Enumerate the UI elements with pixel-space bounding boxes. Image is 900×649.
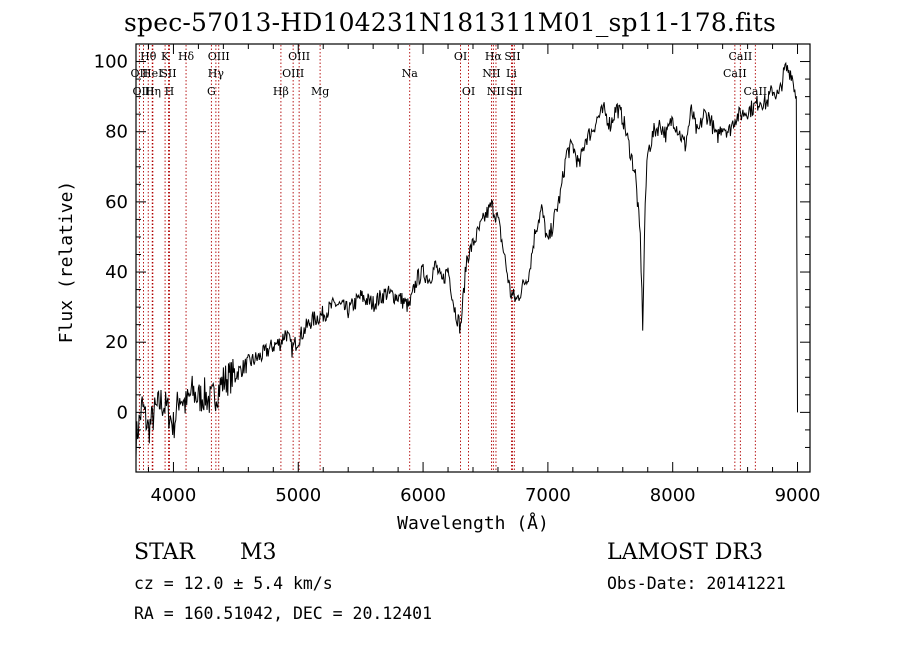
x-tick-label: 9000 [775,485,821,506]
line-label-19: Hα [485,50,503,63]
line-label-8: Hδ [178,50,195,63]
line-label-11: G [207,85,216,98]
line-label-24: SII [506,85,522,98]
line-label-5: K [161,50,170,63]
y-axis-label: Flux (relative) [56,181,77,344]
x-axis-label: Wavelength (Å) [397,512,549,534]
survey-name: LAMOST DR3 [607,540,763,565]
line-label-26: CaII [723,67,747,80]
flux-series-line [135,61,798,459]
coordinates: RA = 160.51042, DEC = 20.12401 [134,604,433,623]
x-tick-label: 7000 [525,485,571,506]
line-label-20: NII [482,67,500,80]
line-label-6: SII [160,67,176,80]
line-label-18: OI [462,85,475,98]
y-tick-label: 80 [105,122,128,143]
line-label-4: Hη [145,85,161,98]
y-tick-label: 60 [105,192,128,213]
line-label-13: OIII [288,50,310,63]
x-axis-ticks: 4000 5000 6000 7000 8000 9000 [147,44,821,506]
x-tick-label: 8000 [650,485,696,506]
line-label-14: OIII [282,67,304,80]
line-label-3: HeI [142,67,162,80]
spectral-line-markers [138,45,756,471]
line-label-16: Na [402,67,419,80]
line-label-7: H [165,85,175,98]
x-tick-label: 4000 [151,485,197,506]
line-label-0: OII [131,67,149,80]
line-label-12: Hβ [273,85,289,98]
object-subclass: M3 [240,540,277,565]
line-label-15: Mg [311,85,329,98]
y-tick-label: 20 [105,332,128,353]
x-tick-label: 6000 [400,485,446,506]
redshift-cz: cz = 12.0 ± 5.4 km/s [134,574,333,593]
y-tick-label: 0 [117,402,128,423]
line-label-10: Hγ [208,67,225,80]
line-label-27: CaII [743,85,767,98]
plot-frame [135,43,811,473]
line-label-25: CaII [729,50,753,63]
y-tick-label: 40 [105,262,128,283]
spectral-line-labels: OII OIII Hθ HeI Hη K SII H Hδ OIII Hγ G Hβ OIII OIII Mg… [131,50,768,98]
y-tick-label: 100 [94,52,128,73]
line-label-21: NII [487,85,505,98]
line-label-2: Hθ [140,50,157,63]
line-label-22: SII [504,50,520,63]
observation-date: Obs-Date: 20141221 [607,574,786,593]
chart-title: spec-57013-HD104231N181311M01_sp11-178.f… [123,8,777,37]
line-label-1: OIII [132,85,154,98]
y-axis-ticks: 0 20 40 60 80 100 [94,52,810,448]
object-class: STAR [134,540,195,565]
x-tick-label: 5000 [275,485,321,506]
line-label-17: OI [454,50,467,63]
line-label-23: Li [506,67,517,80]
line-label-9: OIII [208,50,230,63]
